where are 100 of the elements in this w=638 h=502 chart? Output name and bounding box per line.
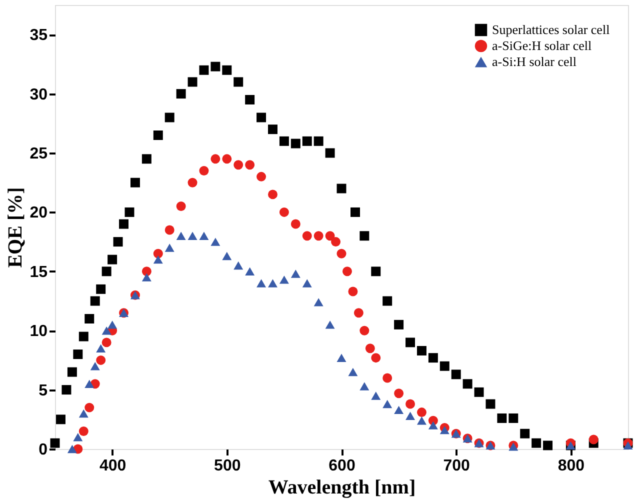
point [164,244,174,252]
point [245,94,255,104]
point [336,184,346,194]
point [416,408,426,418]
point [245,160,255,170]
y-tick-label: 5 [38,382,48,400]
point [486,399,496,409]
point [331,237,341,247]
y-tick-label: 0 [38,442,48,458]
point [302,279,312,288]
point [176,232,186,240]
point [350,207,360,217]
point [382,296,392,306]
point [428,421,438,430]
point [153,255,163,264]
y-tick-label: 35 [30,27,48,44]
point [90,362,100,370]
point [245,267,255,276]
point [290,219,300,229]
point [164,112,174,122]
point [234,261,244,270]
y-tick-label: 30 [30,86,48,104]
y-axis-title: EQE [%] [4,187,27,268]
point [325,320,335,329]
point [268,279,278,288]
point [371,392,381,400]
point [78,426,88,436]
point [142,273,152,282]
point [382,400,392,408]
legend-label: Superlattices solar cell [492,22,610,37]
point [314,231,324,241]
point [394,320,404,330]
point [210,154,220,164]
point [325,231,335,241]
point [428,353,438,363]
point [62,385,72,395]
point [90,296,100,306]
point [268,190,278,200]
point [234,160,244,170]
point [302,231,312,241]
point [222,154,232,164]
point [462,379,472,389]
point [108,320,118,329]
point [222,65,232,75]
point [543,440,553,450]
point [84,402,94,412]
y-tick-label: 20 [30,204,48,222]
point [256,112,266,122]
point [520,428,530,438]
point [188,77,198,87]
point [113,237,123,247]
point [336,248,346,258]
point [279,276,289,284]
point [342,266,352,276]
point [440,426,450,434]
point [314,298,324,306]
point [256,279,266,288]
point [84,314,94,324]
point [406,399,416,409]
point [382,373,392,383]
point [348,286,358,296]
point [314,136,324,146]
point [497,413,507,423]
point [78,332,88,342]
point [199,232,209,240]
point [164,225,174,235]
point [360,231,370,241]
point [96,355,106,365]
point [96,284,106,294]
point [73,433,83,442]
x-tick-label: 500 [214,458,241,474]
point [336,354,346,362]
point [176,202,186,212]
point [67,444,77,454]
point [142,266,152,276]
point [348,368,358,376]
point [256,172,266,182]
x-tick-label: 600 [328,458,356,474]
point [210,62,220,72]
legend-label: a-Si:H solar cell [492,54,577,69]
point [623,441,633,450]
point [153,248,163,258]
point [371,266,381,276]
point [124,207,134,217]
point [406,338,416,348]
point [451,370,461,380]
point [96,344,106,352]
point [199,65,209,75]
point [371,353,381,363]
point [119,219,129,229]
point [508,413,518,423]
point [268,124,278,134]
point [279,136,289,146]
x-axis-title: Wavelength [nm] [268,476,416,498]
point [102,338,112,348]
point [78,409,88,418]
point [474,387,484,397]
point [222,252,232,260]
point [279,207,289,217]
point [394,388,404,398]
